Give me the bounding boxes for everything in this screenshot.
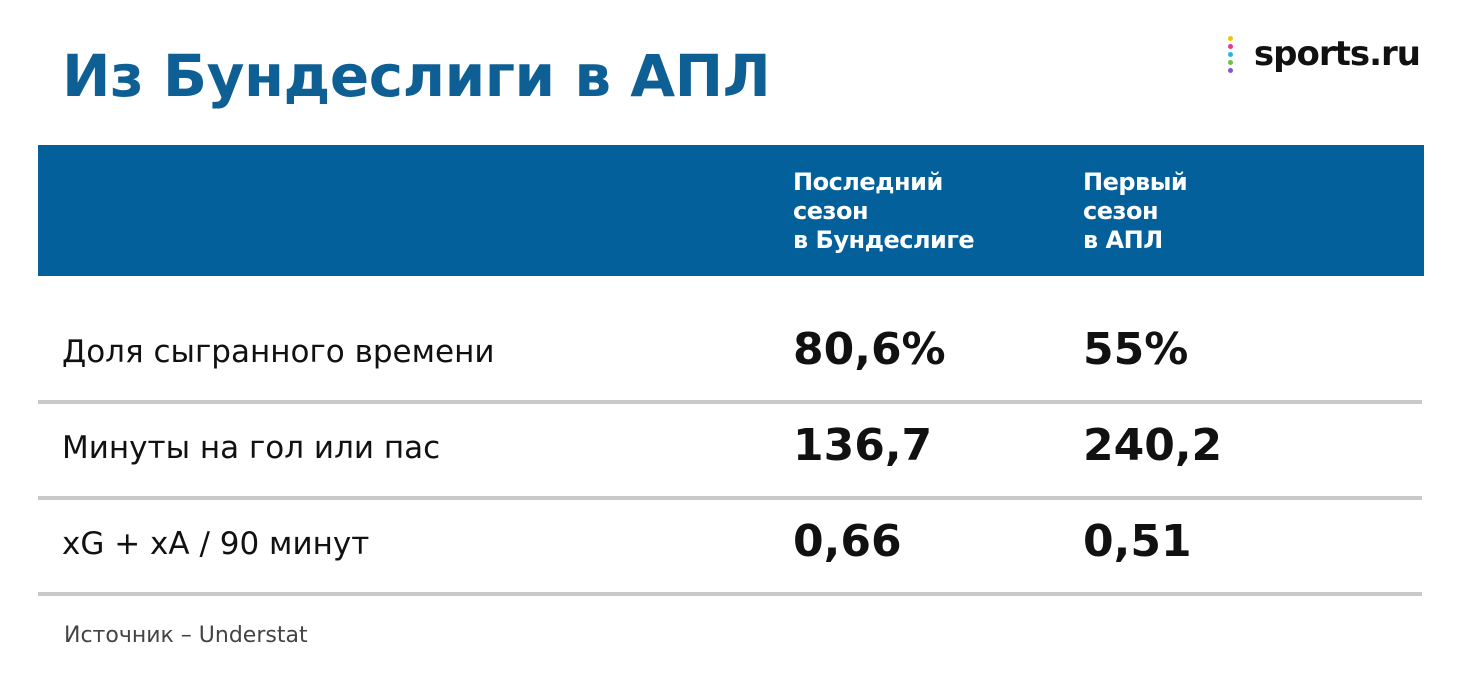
column-header: Первый сезон в АПЛ xyxy=(1083,168,1188,255)
logo-dots xyxy=(1228,36,1234,74)
row-separator xyxy=(38,592,1422,596)
row-separator xyxy=(38,400,1422,404)
column-header-line: Последний xyxy=(793,168,943,196)
logo: sports.ru xyxy=(1253,34,1421,74)
row-label: Минуты на гол или пас xyxy=(62,430,441,466)
cell-value: 55% xyxy=(1083,324,1189,375)
column-header-line: сезон xyxy=(793,197,869,225)
source: Источник – Understat xyxy=(64,623,308,648)
column-header-line: в АПЛ xyxy=(1083,226,1163,254)
column-header-line: Первый xyxy=(1083,168,1188,196)
row-label: Доля сыгранного времени xyxy=(62,334,495,370)
cell-value: 0,66 xyxy=(793,516,902,567)
column-header: Последний сезон в Бундеслиге xyxy=(793,168,975,255)
column-header-line: сезон xyxy=(1083,197,1159,225)
column-header-line: в Бундеслиге xyxy=(793,226,975,254)
header-band xyxy=(38,145,1424,276)
cell-value: 240,2 xyxy=(1083,420,1223,471)
row-separator xyxy=(38,496,1422,500)
cell-value: 0,51 xyxy=(1083,516,1192,567)
cell-value: 80,6% xyxy=(793,324,946,375)
cell-value: 136,7 xyxy=(793,420,933,471)
title: Из Бундеслиги в АПЛ xyxy=(62,42,771,110)
row-label: xG + xA / 90 минут xyxy=(62,526,370,562)
